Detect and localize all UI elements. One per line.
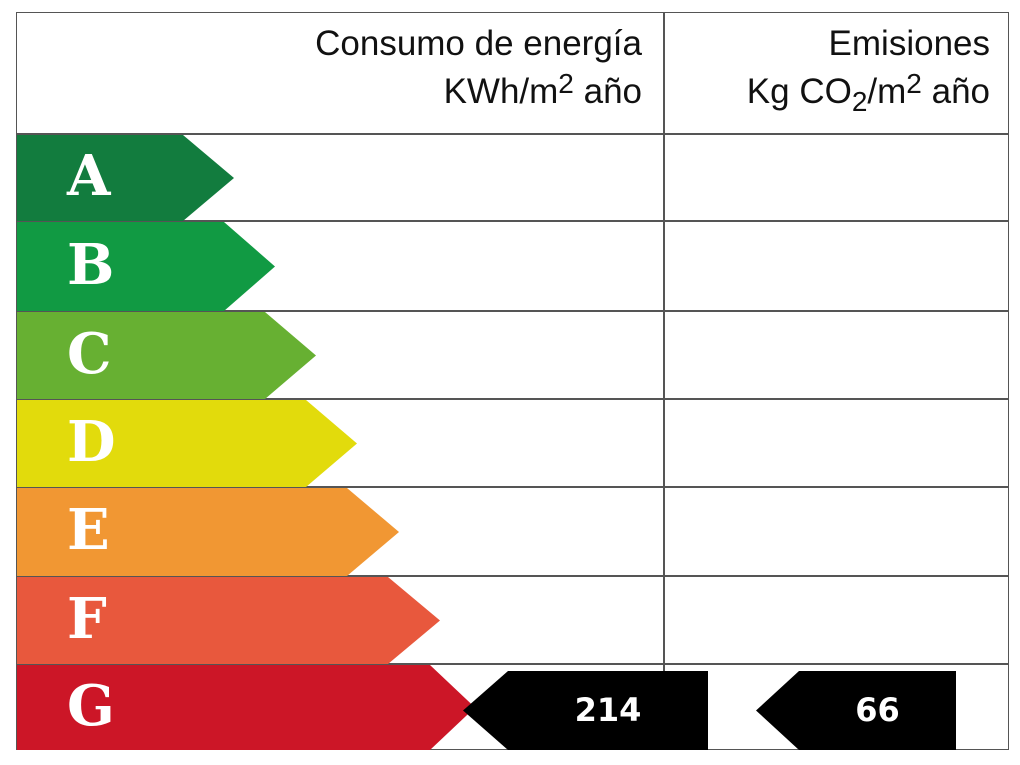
row-divider [16,575,1009,577]
energy-column-header: Consumo de energía KWh/m2 año [20,20,642,116]
rating-letter: B [67,231,115,298]
rating-band-g: G [17,665,475,750]
row-divider [16,486,1009,488]
row-divider [16,310,1009,312]
row-divider [16,398,1009,400]
rating-band-b: B [17,222,275,311]
emissions-title: Emisiones [828,24,990,63]
rating-letter: E [67,497,110,563]
emissions-unit: Kg CO2/m2 año [746,68,990,117]
column-divider [663,12,665,750]
emissions-marker-value: 66 [855,690,900,729]
row-divider [16,663,1009,665]
rating-band-a: A [17,135,234,221]
rating-letter: A [67,143,111,209]
energy-marker-value: 214 [574,690,642,729]
rating-band-d: D [17,400,357,487]
energy-unit: KWh/m2 año [443,68,642,112]
rating-band-c: C [17,312,316,399]
rating-letter: F [67,585,107,652]
emissions-column-header: Emisiones Kg CO2/m2 año [666,20,990,116]
energy-marker: 214 [463,671,708,755]
rating-letter: D [67,408,116,475]
energy-title: Consumo de energía [315,24,642,63]
rating-band-f: F [17,577,440,664]
emissions-marker: 66 [756,671,956,755]
row-divider [16,220,1009,222]
rating-letter: C [67,320,112,387]
rating-letter: G [67,672,115,739]
rating-band-e: E [17,488,399,576]
row-divider [16,133,1009,135]
